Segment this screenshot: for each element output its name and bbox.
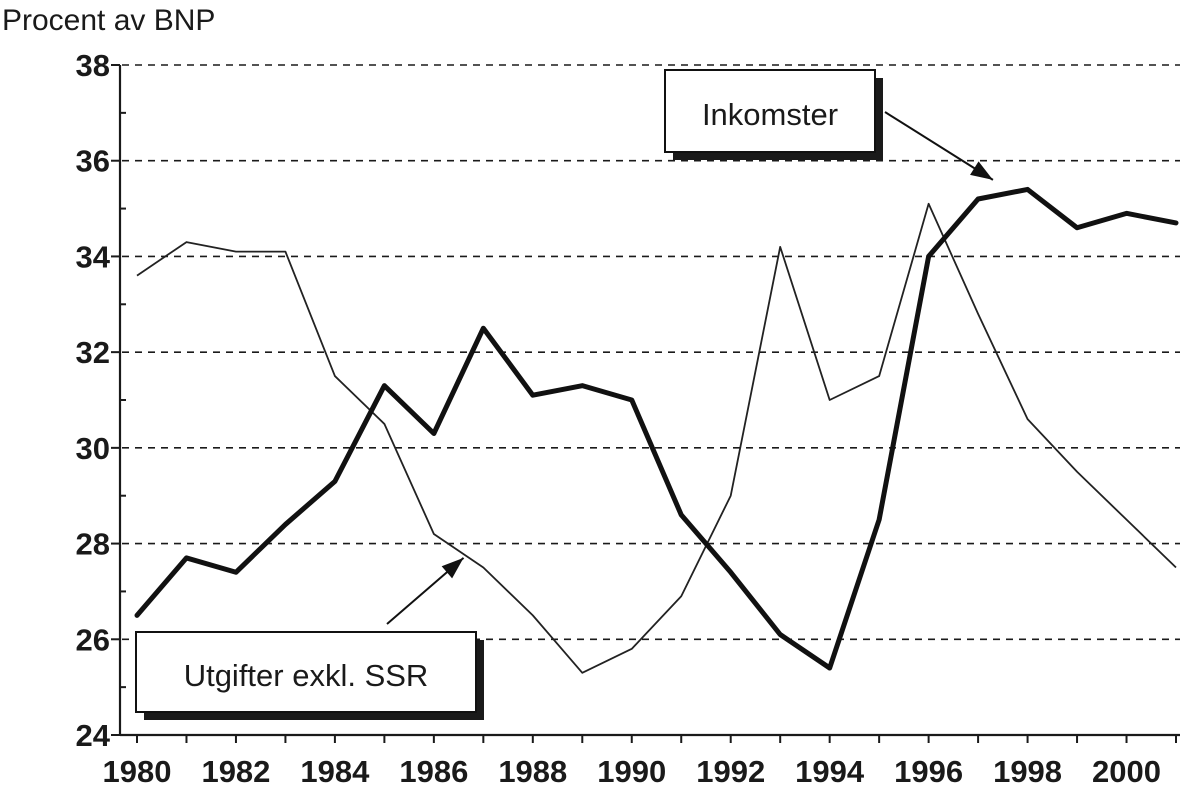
x-tick-label: 2000 (1092, 754, 1161, 789)
y-tick-label: 32 (76, 335, 110, 370)
x-tick-label: 1986 (399, 754, 468, 789)
y-tick-label: 38 (76, 48, 110, 83)
x-tick-label: 1994 (795, 754, 865, 789)
y-tick-label: 26 (76, 622, 110, 657)
x-tick-label: 1988 (498, 754, 567, 789)
annotation-arrowhead-icon (970, 161, 993, 180)
x-tick-label: 1998 (993, 754, 1062, 789)
x-tick-label: 1982 (201, 754, 270, 789)
y-tick-label: 34 (76, 239, 111, 274)
x-ticks: 1980 1982 1984 1986 1988 1990 1992 1994 1996 1998… (103, 735, 1177, 789)
y-axis-title: Procent av BNP (2, 4, 215, 37)
series-lines (134, 186, 1179, 674)
series-line-inkomster (134, 186, 1179, 671)
annotation-box (135, 631, 477, 713)
annotation-box (664, 69, 876, 153)
annotation-inkomster: Inkomster (664, 69, 994, 181)
annotation-utgifter: Utgifter exkl. SSR (135, 557, 484, 720)
y-tick-label: 28 (76, 527, 110, 562)
annotations: Inkomster Utgifter exkl. SSR (135, 69, 994, 720)
y-ticks: 24 26 28 30 32 34 36 38 (76, 48, 126, 753)
x-tick-label: 1984 (300, 754, 370, 789)
gridlines (122, 64, 1180, 641)
annotation-label: Inkomster (702, 97, 838, 132)
y-tick-label: 36 (76, 144, 110, 179)
y-tick-label: 30 (76, 431, 110, 466)
x-tick-label: 1996 (894, 754, 963, 789)
y-tick-label: 24 (76, 718, 111, 753)
x-tick-label: 1990 (597, 754, 666, 789)
x-tick-label: 1992 (696, 754, 765, 789)
series-line-utgifter (136, 202, 1177, 674)
annotation-arrowhead-icon (441, 557, 464, 579)
annotation-label: Utgifter exkl. SSR (184, 658, 429, 693)
x-tick-label: 1980 (103, 754, 172, 789)
